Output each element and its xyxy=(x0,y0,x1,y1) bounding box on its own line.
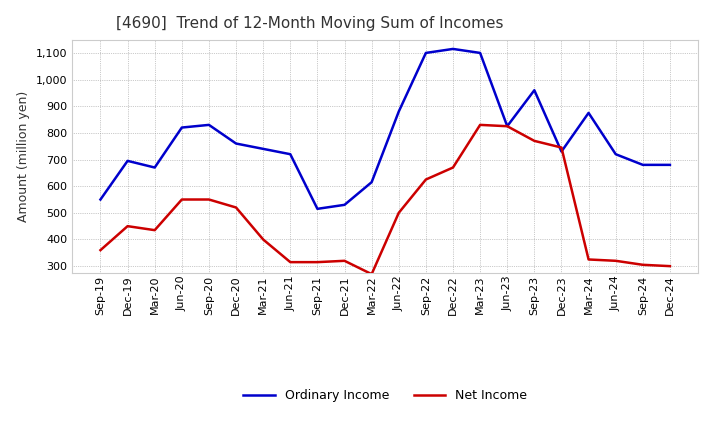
Ordinary Income xyxy=(150,165,159,170)
Ordinary Income xyxy=(96,197,105,202)
Net Income xyxy=(123,224,132,229)
Net Income xyxy=(178,197,186,202)
Ordinary Income xyxy=(449,46,457,51)
Net Income xyxy=(232,205,240,210)
Line: Ordinary Income: Ordinary Income xyxy=(101,49,670,209)
Net Income xyxy=(395,210,403,216)
Legend: Ordinary Income, Net Income: Ordinary Income, Net Income xyxy=(238,384,532,407)
Net Income xyxy=(421,177,430,182)
Ordinary Income xyxy=(313,206,322,212)
Net Income xyxy=(204,197,213,202)
Net Income xyxy=(557,145,566,150)
Net Income xyxy=(449,165,457,170)
Net Income xyxy=(503,124,511,129)
Ordinary Income xyxy=(639,162,647,168)
Ordinary Income xyxy=(421,50,430,55)
Net Income xyxy=(584,257,593,262)
Ordinary Income xyxy=(665,162,674,168)
Net Income xyxy=(476,122,485,128)
Ordinary Income xyxy=(367,180,376,185)
Ordinary Income xyxy=(395,109,403,114)
Net Income xyxy=(611,258,620,264)
Ordinary Income xyxy=(503,124,511,129)
Net Income xyxy=(367,271,376,277)
Ordinary Income xyxy=(204,122,213,128)
Net Income xyxy=(665,264,674,269)
Net Income xyxy=(150,227,159,233)
Ordinary Income xyxy=(341,202,349,208)
Text: [4690]  Trend of 12-Month Moving Sum of Incomes: [4690] Trend of 12-Month Moving Sum of I… xyxy=(116,16,503,32)
Y-axis label: Amount (million yen): Amount (million yen) xyxy=(17,91,30,222)
Net Income xyxy=(341,258,349,264)
Ordinary Income xyxy=(286,151,294,157)
Line: Net Income: Net Income xyxy=(101,125,670,274)
Ordinary Income xyxy=(178,125,186,130)
Ordinary Income xyxy=(123,158,132,164)
Ordinary Income xyxy=(611,151,620,157)
Ordinary Income xyxy=(557,149,566,154)
Ordinary Income xyxy=(476,50,485,55)
Net Income xyxy=(530,138,539,143)
Net Income xyxy=(286,260,294,265)
Ordinary Income xyxy=(259,146,268,151)
Net Income xyxy=(259,237,268,242)
Net Income xyxy=(313,260,322,265)
Ordinary Income xyxy=(530,88,539,93)
Ordinary Income xyxy=(584,110,593,116)
Net Income xyxy=(639,262,647,268)
Ordinary Income xyxy=(232,141,240,146)
Net Income xyxy=(96,248,105,253)
